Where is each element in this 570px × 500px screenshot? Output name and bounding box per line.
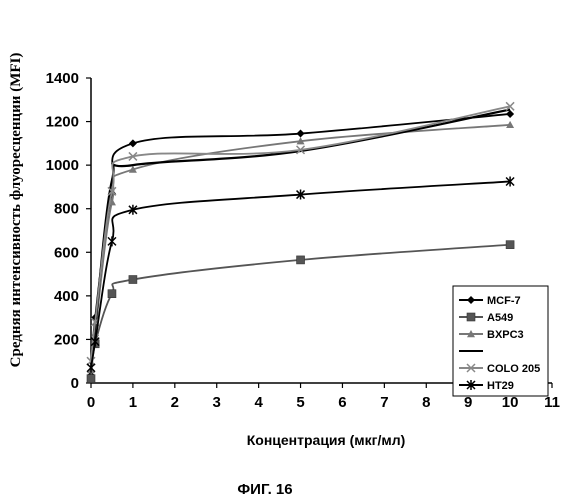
y-ticks: 0 200 400 600 800 1000 1200 1400 (46, 70, 91, 392)
data-point (129, 276, 137, 284)
x-tick-label: 10 (502, 394, 519, 411)
data-point (108, 290, 116, 298)
data-point (129, 139, 137, 147)
y-tick-label: 1200 (46, 114, 79, 131)
data-point (87, 375, 95, 383)
series-line (91, 181, 510, 367)
legend-label: COLO 205 (487, 363, 540, 375)
series-line (91, 245, 510, 379)
legend-label: A549 (487, 312, 513, 324)
legend-label: BXPC3 (487, 329, 524, 341)
x-tick-label: 7 (380, 394, 388, 411)
legend-label: HT29 (487, 380, 514, 392)
x-tick-label: 6 (338, 394, 346, 411)
x-axis-title: Концентрация (мкг/мл) (247, 432, 406, 448)
series-line (91, 125, 510, 370)
y-tick-label: 1400 (46, 70, 79, 87)
y-tick-label: 200 (54, 331, 79, 348)
series-ht29 (87, 176, 514, 372)
series-line (91, 110, 510, 364)
x-tick-label: 9 (464, 394, 472, 411)
y-tick-label: 600 (54, 244, 79, 261)
data-point (297, 130, 305, 138)
figure-caption: ФИГ. 16 (237, 481, 292, 498)
y-tick-label: 1000 (46, 157, 79, 174)
series-unnamed (91, 110, 510, 364)
data-point (297, 256, 305, 264)
series-a549 (87, 241, 514, 383)
y-tick-label: 800 (54, 201, 79, 218)
x-tick-label: 4 (254, 394, 263, 411)
legend-label: MCF-7 (487, 295, 521, 307)
x-tick-label: 1 (129, 394, 137, 411)
y-axis-title: Средняя интенсивность флуоресценции (MFI… (8, 53, 24, 368)
x-tick-label: 5 (296, 394, 304, 411)
x-tick-label: 0 (87, 394, 95, 411)
y-tick-label: 0 (71, 375, 79, 392)
y-tick-label: 400 (54, 288, 79, 305)
series-bxpc3 (87, 121, 514, 373)
legend: MCF-7 A549 BXPC3 COLO 205 HT29 (453, 286, 548, 396)
x-tick-label: 11 (544, 394, 560, 411)
data-point (87, 363, 95, 373)
legend-marker (467, 313, 475, 321)
x-tick-label: 2 (171, 394, 179, 411)
series-line (91, 106, 510, 361)
x-tick-label: 8 (422, 394, 430, 411)
data-point (108, 236, 116, 246)
data-point (506, 241, 514, 249)
x-tick-label: 3 (213, 394, 221, 411)
series-layer (87, 102, 514, 382)
